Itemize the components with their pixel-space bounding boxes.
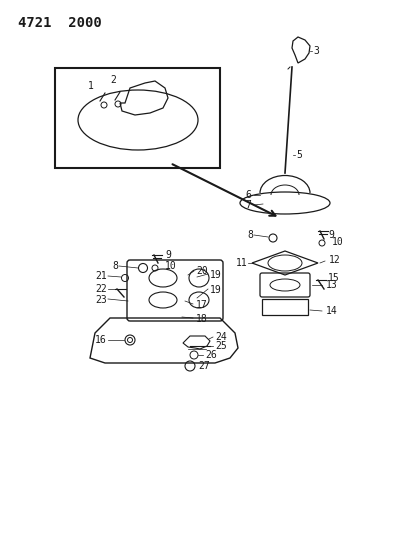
Text: 25: 25	[215, 341, 227, 351]
Text: 8: 8	[247, 230, 253, 240]
Text: 4721  2000: 4721 2000	[18, 16, 102, 30]
Text: 1: 1	[88, 81, 94, 91]
Text: 22: 22	[95, 284, 107, 294]
Text: 2: 2	[110, 75, 116, 85]
Text: 13: 13	[326, 280, 338, 290]
Text: 21: 21	[95, 271, 107, 281]
Text: 6: 6	[245, 190, 251, 200]
Text: 16: 16	[95, 335, 107, 345]
Bar	[55, 68, 220, 168]
Text: 19: 19	[210, 285, 222, 295]
Text: 24: 24	[215, 332, 227, 342]
Text: 11: 11	[236, 258, 248, 268]
Text: 18: 18	[196, 314, 208, 324]
Text: 10: 10	[332, 237, 344, 247]
Text: 9: 9	[328, 230, 334, 240]
Text: 14: 14	[326, 306, 338, 316]
Bar	[262, 299, 308, 315]
Text: 17: 17	[196, 300, 208, 310]
Text: 9: 9	[165, 250, 171, 260]
Text: 26: 26	[205, 350, 217, 360]
Text: 3: 3	[313, 46, 319, 56]
Text: 23: 23	[95, 295, 107, 305]
Text: 5: 5	[296, 150, 302, 160]
Text: 19: 19	[210, 270, 222, 280]
Text: 7: 7	[245, 200, 251, 210]
Text: 12: 12	[329, 255, 341, 265]
Text: 27: 27	[198, 361, 210, 371]
Text: 8: 8	[112, 261, 118, 271]
Text: 20: 20	[196, 266, 208, 276]
Text: 15: 15	[328, 273, 340, 283]
Text: 10: 10	[165, 261, 177, 271]
